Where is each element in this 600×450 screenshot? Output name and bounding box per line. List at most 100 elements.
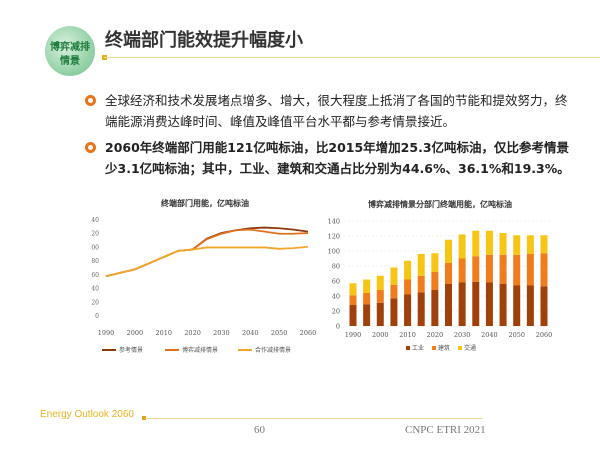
y-tick-label: 80	[332, 263, 340, 271]
footer-org: CNPC ETRI 2021	[405, 424, 486, 436]
bar-工业-2010	[404, 294, 412, 326]
y-tick-label: 120	[328, 233, 340, 241]
bar-建筑-2010	[404, 279, 412, 295]
bar-工业-2020	[431, 290, 439, 326]
y-tick-label: 120	[90, 231, 99, 238]
bar-交通-2020	[431, 253, 439, 272]
legend-label: 合作减排情景	[255, 346, 291, 354]
bar-建筑-2055	[526, 254, 534, 286]
y-tick-label: 60	[91, 272, 99, 279]
bar-工业-2045	[499, 284, 507, 326]
y-tick-label: 0	[95, 313, 99, 320]
bar-建筑-2020	[431, 272, 439, 290]
bar-交通-2015	[417, 254, 425, 276]
chart-title: 博弈减排情景分部门终端用能，亿吨标油	[368, 199, 512, 209]
bar-建筑-2000	[376, 290, 384, 303]
legend-label: 建筑	[438, 344, 450, 352]
line-chart: 终端部门用能，亿吨标油02040608010012014019902000201…	[90, 198, 317, 354]
bullet-icon	[85, 142, 96, 153]
y-tick-label: 20	[91, 299, 99, 306]
bar-建筑-2050	[513, 254, 521, 286]
x-tick-label: 2000	[127, 329, 144, 337]
scenario-logo: 博弈减排 情景	[45, 26, 95, 76]
chart-title: 终端部门用能，亿吨标油	[160, 198, 249, 208]
footer-divider	[145, 418, 483, 419]
bar-建筑-2015	[417, 275, 425, 293]
x-tick-label: 2010	[399, 331, 416, 339]
x-tick-label: 2030	[213, 329, 230, 337]
y-tick-label: 140	[328, 218, 340, 226]
bar-交通-2035	[472, 230, 480, 257]
x-tick-label: 2040	[242, 329, 259, 337]
logo-line1: 博弈减排	[50, 42, 90, 53]
bar-工业-1995	[363, 304, 371, 326]
bar-交通-1990	[349, 283, 357, 296]
footer-dot	[142, 416, 146, 420]
footer-brand: Energy Outlook 2060	[40, 409, 134, 420]
y-tick-label: 100	[90, 244, 99, 251]
y-tick-label: 20	[332, 308, 340, 316]
bar-建筑-2060	[540, 253, 548, 287]
x-tick-label: 2020	[184, 329, 201, 337]
bar-建筑-2025	[445, 263, 452, 284]
page-number: 60	[254, 424, 265, 436]
y-tick-label: 0	[336, 323, 340, 331]
bar-交通-2045	[499, 233, 507, 255]
bar-工业-2060	[540, 286, 548, 326]
bar-建筑-1990	[349, 295, 357, 305]
bar-工业-2040	[485, 282, 493, 326]
bar-工业-2015	[417, 292, 425, 326]
bullet-item: 2060年终端部门用能121亿吨标油，比2015年增加25.3亿吨标油，仅比参考…	[85, 137, 575, 179]
bar-建筑-2005	[390, 284, 398, 299]
legend-swatch	[458, 346, 462, 350]
bar-工业-2005	[390, 298, 398, 326]
bullet-text: 2060年终端部门用能121亿吨标油，比2015年增加25.3亿吨标油，仅比参考…	[105, 140, 570, 176]
bar-交通-2030	[458, 234, 466, 259]
bar-交通-2055	[526, 235, 534, 254]
bar-工业-2050	[513, 285, 521, 326]
y-tick-label: 40	[91, 286, 99, 293]
bar-建筑-2030	[458, 258, 466, 283]
y-tick-label: 100	[328, 248, 340, 256]
bar-交通-2040	[485, 230, 493, 255]
x-tick-label: 2050	[271, 329, 288, 337]
bar-建筑-2035	[472, 256, 480, 282]
legend-label: 博弈减排情景	[182, 346, 218, 354]
y-tick-label: 80	[91, 258, 99, 265]
x-tick-label: 2040	[481, 331, 498, 339]
bar-工业-2030	[458, 282, 466, 326]
title-divider	[104, 57, 600, 58]
bar-交通-2050	[513, 235, 521, 255]
logo-line2: 情景	[60, 56, 80, 67]
x-tick-label: 2060	[536, 331, 553, 339]
bullet-text: 全球经济和技术发展堵点增多、增大，很大程度上抵消了各国的节能和提效努力，终端能源…	[105, 93, 568, 129]
bar-建筑-2045	[499, 254, 507, 284]
x-tick-label: 2020	[427, 331, 444, 339]
bar-工业-2035	[472, 281, 480, 326]
bar-交通-2005	[390, 267, 398, 285]
legend-label: 参考情景	[119, 346, 143, 354]
x-tick-label: 2000	[372, 331, 389, 339]
x-tick-label: 1990	[98, 329, 115, 337]
legend-label: 交通	[464, 344, 476, 352]
bar-交通-2025	[445, 239, 452, 263]
x-tick-label: 2010	[155, 329, 172, 337]
bar-建筑-2040	[485, 254, 493, 283]
bar-工业-2025	[445, 284, 452, 326]
bar-交通-1995	[363, 279, 371, 293]
series-line-2	[105, 245, 309, 278]
legend-swatch	[406, 346, 410, 350]
bar-交通-2000	[376, 275, 384, 290]
x-tick-label: 2060	[300, 329, 317, 337]
bar-交通-2060	[540, 235, 548, 254]
y-tick-label: 60	[332, 278, 340, 286]
y-tick-label: 140	[90, 217, 99, 224]
x-tick-label: 2030	[454, 331, 471, 339]
stacked-bar-chart: 博弈减排情景分部门终端用能，亿吨标油0204060801001201401990…	[328, 199, 553, 352]
legend-swatch	[432, 346, 436, 350]
bar-工业-1990	[349, 305, 357, 326]
page-title: 终端部门能效提升幅度小	[105, 30, 303, 51]
legend-label: 工业	[412, 344, 424, 352]
x-tick-label: 2050	[508, 331, 525, 339]
